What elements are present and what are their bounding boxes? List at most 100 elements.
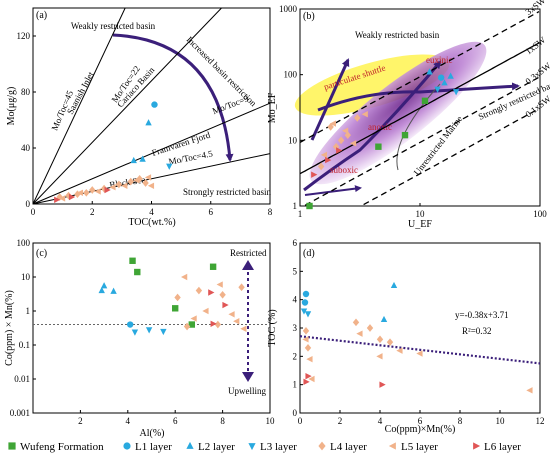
data-point xyxy=(300,308,308,315)
data-point xyxy=(142,179,149,187)
data-point xyxy=(311,171,318,178)
data-point xyxy=(202,307,209,315)
legend-label: L5 layer xyxy=(401,441,438,453)
y-tick-label: 4 xyxy=(293,295,298,305)
data-point xyxy=(58,195,66,202)
data-point xyxy=(100,184,108,193)
euxinic-arrow xyxy=(303,60,442,192)
data-point xyxy=(426,68,433,75)
data-point xyxy=(233,318,240,325)
data-point xyxy=(209,263,217,270)
upper-arrow xyxy=(304,185,362,196)
legend-label: Wufeng Formation xyxy=(20,441,104,453)
data-point xyxy=(145,119,152,126)
data-point xyxy=(129,257,136,264)
data-point xyxy=(240,325,247,332)
legend-marker xyxy=(248,443,256,451)
data-point xyxy=(441,79,448,86)
panel-c-xlabel: Al(%) xyxy=(140,428,165,439)
data-point xyxy=(214,320,222,329)
ratio-line xyxy=(32,153,271,205)
data-point xyxy=(115,180,123,189)
ratio-line-label: Mo/Toc=4.5 xyxy=(168,148,214,166)
data-point xyxy=(379,381,386,388)
ratio-line xyxy=(32,102,271,205)
data-point xyxy=(305,372,312,380)
data-point xyxy=(304,343,312,352)
panel-a-ylabel: Mo(μg/g) xyxy=(6,87,17,126)
data-point xyxy=(437,74,445,81)
ratio-line xyxy=(32,7,126,205)
restricted-arrowhead xyxy=(242,260,254,270)
x-tick-label: 2 xyxy=(78,416,83,426)
y-tick-label: 40 xyxy=(21,143,31,153)
panel-d-xlabel: Co(ppm)×Mn(%) xyxy=(385,424,456,435)
regression-line xyxy=(299,335,541,365)
x-tick-label: 4 xyxy=(378,416,383,426)
data-point xyxy=(344,131,351,139)
panel-b-xlabel: U_EF xyxy=(408,219,432,230)
x-tick-label: 0 xyxy=(31,207,36,217)
panel-d: y=-0.38x+3.71 R²=0.32 (d) Co(ppm)×Mn(%) … xyxy=(267,238,545,435)
data-point xyxy=(172,305,179,312)
upwelling-arrowhead xyxy=(242,372,254,382)
data-point xyxy=(386,338,394,347)
data-point xyxy=(133,177,140,184)
ratio-line-label: Mo/Toc=9 xyxy=(211,93,250,116)
data-point xyxy=(302,326,310,335)
data-point xyxy=(341,127,349,134)
legend-marker xyxy=(388,442,396,450)
annotation-suboxic: suboxic xyxy=(330,165,358,175)
annotation-anoxic: anoxic xyxy=(368,122,392,132)
data-point xyxy=(222,301,229,309)
data-point xyxy=(94,188,101,195)
data-point xyxy=(401,131,409,139)
panel-a-xlabel: TOC(wt.%) xyxy=(128,217,175,228)
data-point xyxy=(228,311,235,318)
y-tick-label: 0 xyxy=(293,408,298,418)
y-tick-label: 3 xyxy=(293,323,298,333)
panel-d-label: (d) xyxy=(303,248,315,259)
data-point xyxy=(306,355,313,363)
x-tick-label: 6 xyxy=(418,416,423,426)
legend: Wufeng Formation L1 layer L2 layer L3 layer… xyxy=(8,441,521,453)
data-point xyxy=(174,293,181,302)
data-point xyxy=(126,321,134,328)
data-point xyxy=(190,315,197,322)
y-tick-label: 100 xyxy=(17,238,31,248)
data-point xyxy=(366,324,374,332)
data-point xyxy=(181,273,188,281)
y-tick-label: 100 xyxy=(284,70,298,80)
seawater-ratio-label: 1xSW xyxy=(523,34,547,56)
data-point xyxy=(98,286,105,294)
data-point xyxy=(361,111,368,118)
data-point xyxy=(317,162,325,171)
data-point xyxy=(337,136,345,145)
seawater-ratio-line xyxy=(304,76,540,206)
data-point xyxy=(68,193,76,201)
data-point xyxy=(208,289,215,296)
data-point xyxy=(104,186,111,194)
legend-label: L2 layer xyxy=(198,441,235,453)
y-tick-label: 1 xyxy=(26,306,31,316)
panel-b-ylabel: Mo_EF xyxy=(267,92,278,123)
y-tick-label: 1000 xyxy=(279,4,298,14)
x-tick-label: 6 xyxy=(173,416,178,426)
x-tick-label: 10 xyxy=(496,416,506,426)
data-point xyxy=(121,182,128,189)
data-point xyxy=(302,290,310,298)
panel-c-label: (c) xyxy=(36,248,47,259)
data-point xyxy=(210,320,217,328)
data-point xyxy=(336,147,343,154)
annotation-strongly-restricted: Strongly restricted basin xyxy=(183,187,271,197)
data-point xyxy=(306,202,313,210)
data-point xyxy=(145,327,153,334)
seawater-ratio-line xyxy=(363,108,540,206)
data-point xyxy=(452,89,460,96)
legend-marker xyxy=(318,441,326,451)
data-point xyxy=(320,151,328,159)
restriction-arrow xyxy=(112,33,234,162)
data-point xyxy=(396,347,403,354)
x-tick-label: 0 xyxy=(298,416,303,426)
